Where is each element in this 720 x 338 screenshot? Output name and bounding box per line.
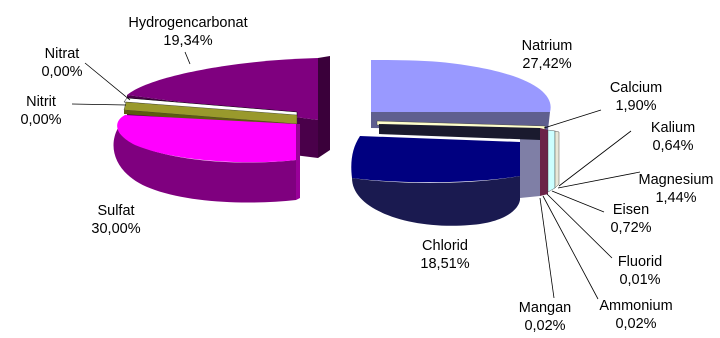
- label-natrium-name: Natrium: [522, 38, 573, 54]
- label-nitrat-name: Nitrat: [45, 46, 80, 62]
- right-pie: [351, 60, 560, 226]
- leader-lines: [71, 51, 641, 300]
- label-ammonium-name: Ammonium: [599, 298, 672, 314]
- slice-hydrogencarbonat-side-right: [318, 56, 330, 158]
- slice-stack-top: [379, 124, 540, 140]
- left-pie: [113, 56, 330, 203]
- label-nitrat-value: 0,00%: [41, 64, 82, 80]
- slice-sulfat-rim: [113, 128, 296, 203]
- slice-sulfat: [117, 115, 297, 163]
- label-nitrit-name: Nitrit: [26, 94, 56, 110]
- label-mangan-value: 0,02%: [524, 318, 565, 334]
- slice-magnesium-side: [540, 128, 548, 196]
- label-eisen-value: 0,72%: [610, 220, 651, 236]
- label-fluorid-value: 0,01%: [619, 272, 660, 288]
- slice-stack-front: [520, 128, 540, 198]
- slice-chlorid: [351, 136, 520, 183]
- slice-natrium: [371, 60, 551, 112]
- label-sulfat-value: 30,00%: [91, 221, 140, 237]
- label-eisen-name: Eisen: [613, 202, 649, 218]
- label-sulfat-name: Sulfat: [97, 203, 134, 219]
- label-hydrogencarbonat-value: 19,34%: [163, 33, 212, 49]
- label-kalium-value: 0,64%: [652, 138, 693, 154]
- label-chlorid-value: 18,51%: [420, 256, 469, 272]
- slice-kalium-side: [547, 129, 556, 193]
- slice-sulfat-side: [296, 124, 300, 200]
- label-magnesium-name: Magnesium: [639, 172, 714, 188]
- slice-labels: Hydrogencarbonat 19,34% Nitrat 0,00% Nit…: [20, 15, 713, 334]
- label-nitrit-value: 0,00%: [20, 112, 61, 128]
- label-ammonium-value: 0,02%: [615, 316, 656, 332]
- slice-chlorid-rim: [352, 176, 520, 226]
- slice-hydrogencarbonat: [127, 58, 318, 120]
- label-calcium-value: 1,90%: [615, 98, 656, 114]
- label-kalium-name: Kalium: [651, 120, 695, 136]
- label-chlorid-name: Chlorid: [422, 238, 468, 254]
- label-hydrogencarbonat-name: Hydrogencarbonat: [128, 15, 247, 31]
- label-magnesium-value: 1,44%: [655, 190, 696, 206]
- slice-eisen-side: [554, 130, 560, 189]
- label-fluorid-name: Fluorid: [618, 254, 662, 270]
- label-natrium-value: 27,42%: [522, 56, 571, 72]
- label-calcium-name: Calcium: [610, 80, 662, 96]
- label-mangan-name: Mangan: [519, 300, 571, 316]
